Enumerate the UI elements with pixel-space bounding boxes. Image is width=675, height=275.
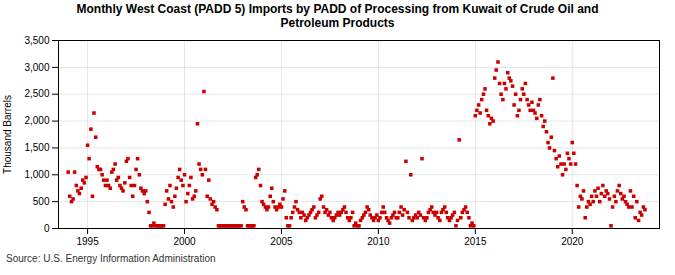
svg-text:3,500: 3,500 <box>24 35 49 46</box>
svg-text:2010: 2010 <box>367 236 390 247</box>
html-text:Monthly West Coast (PADD 5) Im: Monthly West Coast (PADD 5) Imports by P… <box>76 2 599 30</box>
svg-text:Thousand Barrels: Thousand Barrels <box>2 95 13 174</box>
svg-text:1,500: 1,500 <box>24 142 49 153</box>
svg-text:2000: 2000 <box>173 236 196 247</box>
svg-text:2,500: 2,500 <box>24 88 49 99</box>
svg-text:0: 0 <box>44 223 50 234</box>
svg-text:2005: 2005 <box>270 236 293 247</box>
svg-text:2015: 2015 <box>464 236 487 247</box>
html-text:Source: U.S. Energy Informatio: Source: U.S. Energy Information Administ… <box>6 253 216 264</box>
svg-text:1,000: 1,000 <box>24 169 49 180</box>
svg-text:2020: 2020 <box>561 236 584 247</box>
svg-text:2,000: 2,000 <box>24 115 49 126</box>
svg-text:1995: 1995 <box>76 236 99 247</box>
svg-text:500: 500 <box>33 196 50 207</box>
svg-text:3,000: 3,000 <box>24 62 49 73</box>
